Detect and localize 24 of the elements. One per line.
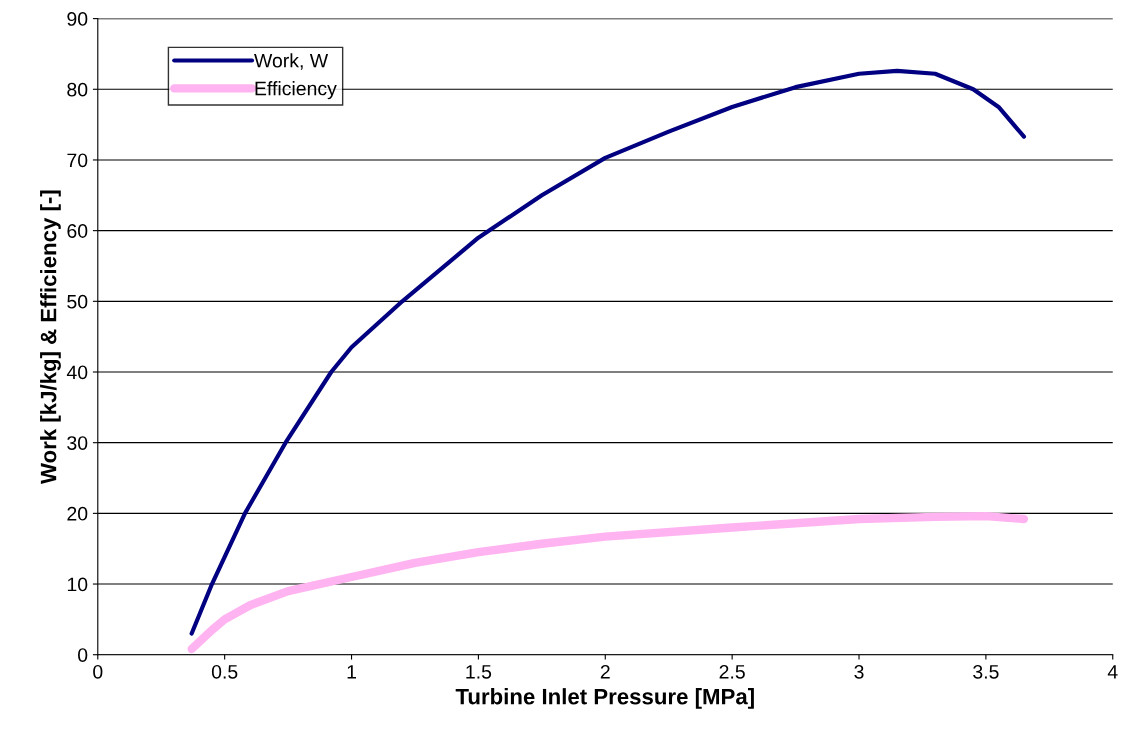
x-axis-title: Turbine Inlet Pressure [MPa] bbox=[455, 688, 754, 709]
y-tick-label: 50 bbox=[67, 294, 88, 309]
legend-label: Efficiency bbox=[255, 81, 337, 100]
legend-label: Work, W bbox=[254, 53, 329, 70]
y-axis-title: Work [kJ/kg] & Efficiency [-] bbox=[40, 190, 61, 484]
x-tick-label: 0 bbox=[93, 664, 103, 679]
x-tick-label: 3.5 bbox=[973, 664, 999, 679]
y-tick-label: 70 bbox=[67, 153, 88, 168]
x-tick-label: 1.5 bbox=[466, 665, 492, 679]
y-tick-label: 40 bbox=[66, 365, 88, 380]
x-tick-label: 0.5 bbox=[211, 664, 238, 679]
y-tick-label: 60 bbox=[67, 224, 88, 238]
y-tick-label: 30 bbox=[67, 436, 88, 450]
x-tick-label: 4 bbox=[1107, 665, 1118, 679]
line-series bbox=[189, 68, 1027, 636]
y-tick-label: 80 bbox=[67, 82, 88, 97]
x-tick-label: 2 bbox=[600, 664, 610, 679]
y-tick-label: 90 bbox=[67, 12, 88, 26]
y-tick-label: 0 bbox=[78, 648, 88, 662]
y-tick-label: 20 bbox=[67, 506, 88, 521]
x-tick-label: 3 bbox=[854, 664, 864, 679]
x-tick-label: 2.5 bbox=[719, 664, 745, 679]
x-tick-label: 1 bbox=[347, 665, 356, 679]
y-tick-label: 10 bbox=[67, 577, 88, 592]
